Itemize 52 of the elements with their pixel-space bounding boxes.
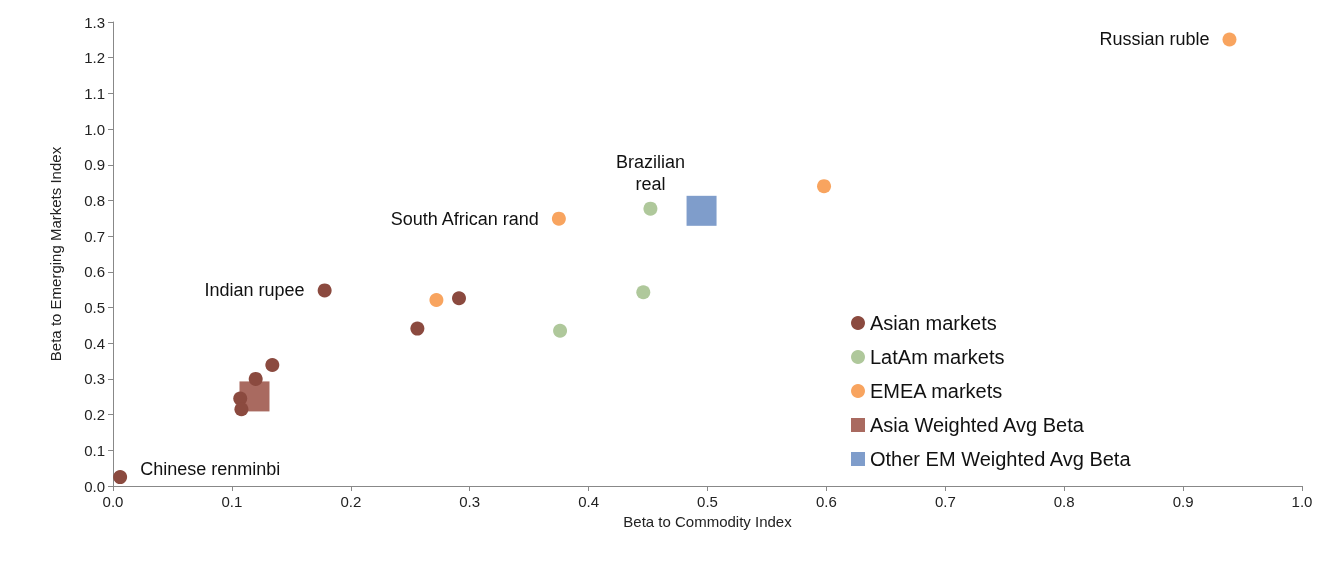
point bbox=[553, 323, 568, 338]
y-tick-label: 0.0 bbox=[84, 477, 105, 495]
x-tick-label: 0.1 bbox=[221, 493, 243, 510]
point bbox=[686, 195, 717, 226]
annotation: Brazilian real bbox=[615, 151, 685, 194]
x-tick-label: 0.9 bbox=[1172, 493, 1194, 510]
point bbox=[817, 179, 832, 194]
point bbox=[636, 285, 651, 300]
y-tick-label: 1.3 bbox=[84, 13, 105, 31]
point bbox=[113, 470, 128, 485]
point bbox=[410, 321, 425, 336]
y-tick-label: 0.1 bbox=[84, 441, 105, 459]
y-tick-label: 0.5 bbox=[84, 299, 105, 317]
x-tick-label: 0.4 bbox=[578, 493, 600, 510]
legend-label: Other EM Weighted Avg Beta bbox=[870, 448, 1132, 470]
legend-label: Asian markets bbox=[870, 312, 997, 334]
y-axis-title: Beta to Emerging Markets Index bbox=[47, 146, 64, 362]
y-tick-label: 0.9 bbox=[84, 156, 105, 174]
x-tick-label: 0.5 bbox=[697, 493, 718, 510]
point bbox=[234, 402, 249, 417]
y-tick-label: 0.2 bbox=[84, 406, 105, 424]
legend-label: LatAm markets bbox=[870, 346, 1005, 368]
point bbox=[1222, 32, 1237, 47]
point bbox=[248, 371, 263, 386]
point bbox=[452, 291, 466, 306]
x-tick-label: 0.2 bbox=[340, 493, 362, 510]
point bbox=[265, 358, 280, 372]
y-tick-label: 0.3 bbox=[84, 370, 105, 388]
legend-label: EMEA markets bbox=[870, 380, 1003, 402]
point bbox=[551, 211, 566, 226]
y-tick-label: 0.8 bbox=[84, 191, 105, 209]
legend-label: Asia Weighted Avg Beta bbox=[870, 414, 1085, 436]
y-tick-label: 1.0 bbox=[84, 120, 105, 138]
x-tick-label: 0.8 bbox=[1053, 493, 1075, 510]
x-tick-label: 0.0 bbox=[102, 493, 124, 510]
y-tick-label: 1.1 bbox=[84, 84, 105, 102]
y-tick-label: 1.2 bbox=[84, 49, 105, 67]
point bbox=[317, 283, 332, 298]
y-tick-label: 0.7 bbox=[84, 227, 105, 245]
annotation: Russian ruble bbox=[1099, 29, 1210, 50]
point bbox=[429, 293, 444, 308]
x-tick-label: 0.7 bbox=[934, 493, 956, 510]
point bbox=[643, 201, 658, 216]
x-tick-label: 1.0 bbox=[1291, 493, 1313, 510]
annotation: Chinese renminbi bbox=[140, 459, 281, 480]
annotation: South African rand bbox=[390, 208, 539, 229]
x-tick-label: 0.6 bbox=[815, 493, 837, 510]
x-tick-label: 0.3 bbox=[459, 493, 481, 510]
y-tick-label: 0.6 bbox=[84, 263, 105, 281]
x-axis-title: Beta to Commodity Index bbox=[623, 512, 793, 530]
y-tick-label: 0.4 bbox=[84, 334, 105, 352]
annotation: Indian rupee bbox=[204, 280, 305, 301]
